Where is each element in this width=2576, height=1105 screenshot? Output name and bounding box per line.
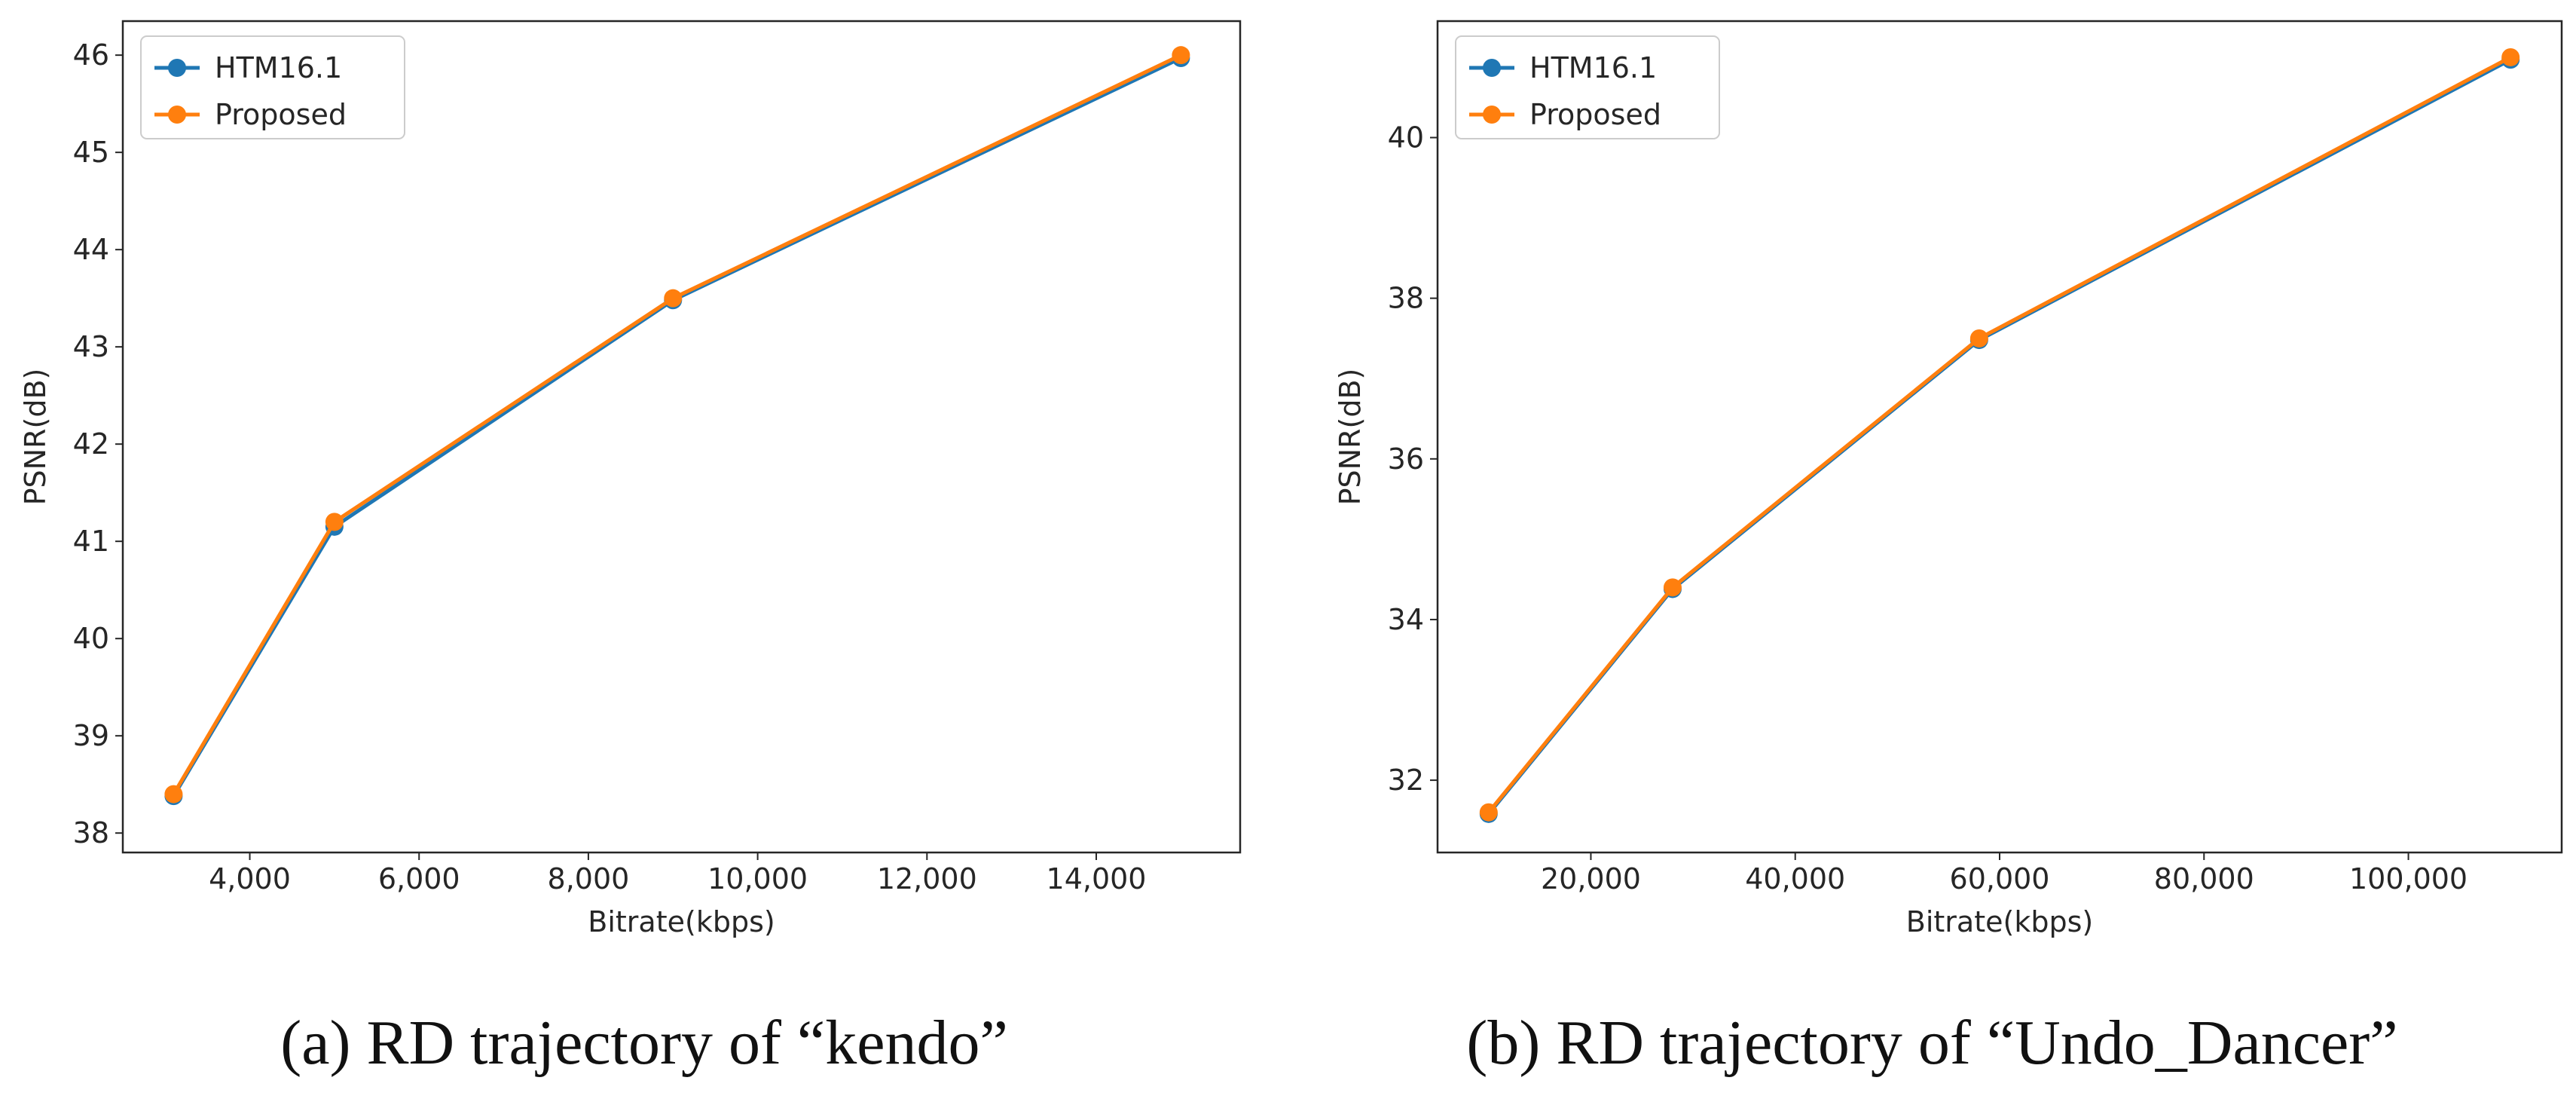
chart-kendo: 4,000 6,000 8,000 10,000 12,000 14,000 38 39 40 4… bbox=[19, 20, 1242, 1078]
kendo-ytick-label: 41 bbox=[73, 525, 109, 558]
kendo-xtick-label: 14,000 bbox=[1047, 862, 1147, 895]
kendo-xtick-label: 6,000 bbox=[378, 862, 460, 895]
dancer-series-line-proposed bbox=[1487, 55, 2512, 814]
kendo-ytick-label: 40 bbox=[73, 622, 109, 655]
dancer-ytick-label: 38 bbox=[1388, 282, 1424, 315]
kendo-ytick-label: 38 bbox=[73, 816, 109, 849]
kendo-xtick-label: 10,000 bbox=[707, 862, 808, 895]
kendo-series-line-htm bbox=[172, 56, 1182, 797]
kendo-ytick-label: 43 bbox=[73, 330, 109, 363]
kendo-legend-label-htm: HTM16.1 bbox=[215, 51, 342, 84]
kendo-legend-marker-proposed bbox=[168, 106, 186, 124]
dancer-ytick-label: 34 bbox=[1388, 603, 1424, 636]
kendo-ytick-label: 44 bbox=[73, 233, 109, 266]
kendo-ylabel: PSNR(dB) bbox=[19, 369, 52, 506]
kendo-ytick-label: 46 bbox=[73, 38, 109, 72]
kendo-series-line-proposed bbox=[172, 53, 1182, 795]
kendo-point-proposed bbox=[1172, 46, 1190, 65]
dancer-ytick-label: 40 bbox=[1388, 121, 1424, 155]
dancer-point-proposed bbox=[1663, 578, 1682, 597]
dancer-ytick-label: 36 bbox=[1388, 442, 1424, 476]
kendo-legend-label-proposed: Proposed bbox=[215, 98, 347, 131]
chart-undo-dancer-caption: (b) RD trajectory of “Undo_Dancer” bbox=[1466, 1008, 2398, 1078]
chart-kendo-plot: 4,000 6,000 8,000 10,000 12,000 14,000 38 39 40 4… bbox=[19, 20, 1242, 938]
dancer-legend-box bbox=[1455, 35, 1720, 139]
dancer-legend-marker-htm bbox=[1483, 59, 1501, 77]
dancer-ylabel: PSNR(dB) bbox=[1334, 369, 1367, 506]
kendo-xlabel: Bitrate(kbps) bbox=[588, 905, 775, 938]
kendo-ytick-label: 39 bbox=[73, 719, 109, 752]
dancer-point-proposed bbox=[1969, 329, 1988, 347]
dancer-ytick-label: 32 bbox=[1388, 764, 1424, 797]
kendo-legend-marker-htm bbox=[168, 59, 186, 77]
kendo-xtick-label: 8,000 bbox=[548, 862, 630, 895]
kendo-xtick-label: 4,000 bbox=[209, 862, 291, 895]
chart-kendo-caption: (a) RD trajectory of “kendo” bbox=[280, 1008, 1008, 1078]
dancer-legend-label-proposed: Proposed bbox=[1529, 98, 1661, 131]
dancer-xlabel: Bitrate(kbps) bbox=[1906, 905, 2093, 938]
dancer-xtick-label: 80,000 bbox=[2154, 862, 2254, 895]
dancer-point-proposed bbox=[2501, 47, 2520, 66]
kendo-ytick-label: 42 bbox=[73, 427, 109, 461]
dancer-point-proposed bbox=[1479, 803, 1498, 822]
dancer-xtick-label: 60,000 bbox=[1950, 862, 2050, 895]
chart-undo-dancer: 20,000 40,000 60,000 80,000 100,000 32 34 36 38 4… bbox=[1288, 0, 2576, 1105]
kendo-ytick-label: 45 bbox=[73, 136, 109, 169]
kendo-point-proposed bbox=[164, 785, 183, 803]
dancer-series-line-htm bbox=[1487, 57, 2512, 816]
dancer-xtick-label: 20,000 bbox=[1541, 862, 1641, 895]
chart-undo-dancer-plot: 20,000 40,000 60,000 80,000 100,000 32 34 36 38 4… bbox=[1334, 20, 2563, 938]
dancer-legend-marker-proposed bbox=[1483, 106, 1501, 124]
kendo-point-proposed bbox=[664, 289, 683, 308]
dancer-xtick-label: 100,000 bbox=[2349, 862, 2468, 895]
kendo-point-proposed bbox=[325, 513, 344, 531]
kendo-plot-frame bbox=[121, 20, 1242, 854]
dancer-legend-label-htm: HTM16.1 bbox=[1529, 51, 1657, 84]
kendo-legend-box bbox=[140, 35, 405, 139]
kendo-xtick-label: 12,000 bbox=[877, 862, 977, 895]
dancer-plot-frame bbox=[1436, 20, 2563, 854]
dancer-xtick-label: 40,000 bbox=[1745, 862, 1845, 895]
